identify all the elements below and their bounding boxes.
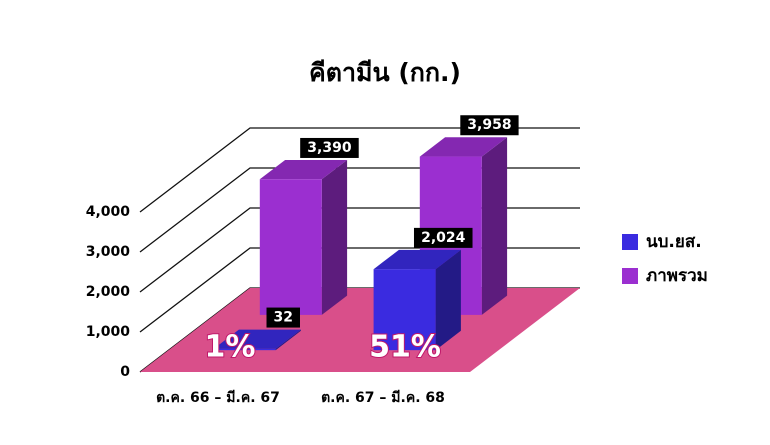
y-tick-label: 4,000: [86, 204, 131, 220]
value-label-box: [413, 227, 473, 248]
y-tick-label: 1,000: [86, 324, 131, 340]
bar: [259, 179, 322, 315]
x-tick-label: ต.ค. 66 – มี.ค. 67: [156, 390, 280, 406]
bar-top: [419, 137, 508, 157]
grid-line: [139, 207, 580, 293]
legend-swatch: [622, 268, 638, 284]
value-label: 3,958: [467, 117, 511, 133]
legend-label: ภาพรวม: [646, 266, 708, 286]
value-label-box: [460, 115, 519, 136]
grid-line: [139, 127, 580, 213]
bar-top: [259, 160, 348, 180]
value-label: 32: [274, 310, 293, 326]
value-label: 2,024: [421, 230, 466, 246]
x-tick-label: ต.ค. 67 – มี.ค. 68: [321, 390, 445, 406]
bar-top: [373, 249, 461, 270]
y-tick-label: 2,000: [86, 284, 131, 300]
y-tick-label: 0: [120, 364, 130, 380]
value-label: 3,390: [307, 140, 352, 156]
bar-side: [481, 137, 508, 315]
y-tick-label: 3,000: [86, 244, 131, 260]
bar-side: [321, 160, 348, 315]
legend-label: นบ.ยส.: [646, 232, 702, 252]
bar-side: [275, 329, 301, 351]
annotation: 51%: [369, 330, 441, 365]
annotation: 1%: [205, 330, 256, 365]
bar: [373, 269, 436, 351]
value-label-box: [266, 307, 300, 328]
bar-top: [213, 329, 301, 349]
grid-line: [139, 167, 580, 253]
bar: [213, 348, 276, 351]
chart-title: คีตามีน (กก.): [309, 58, 461, 87]
legend-swatch: [622, 234, 638, 250]
value-label-box: [300, 137, 359, 158]
bar-side: [435, 249, 461, 351]
